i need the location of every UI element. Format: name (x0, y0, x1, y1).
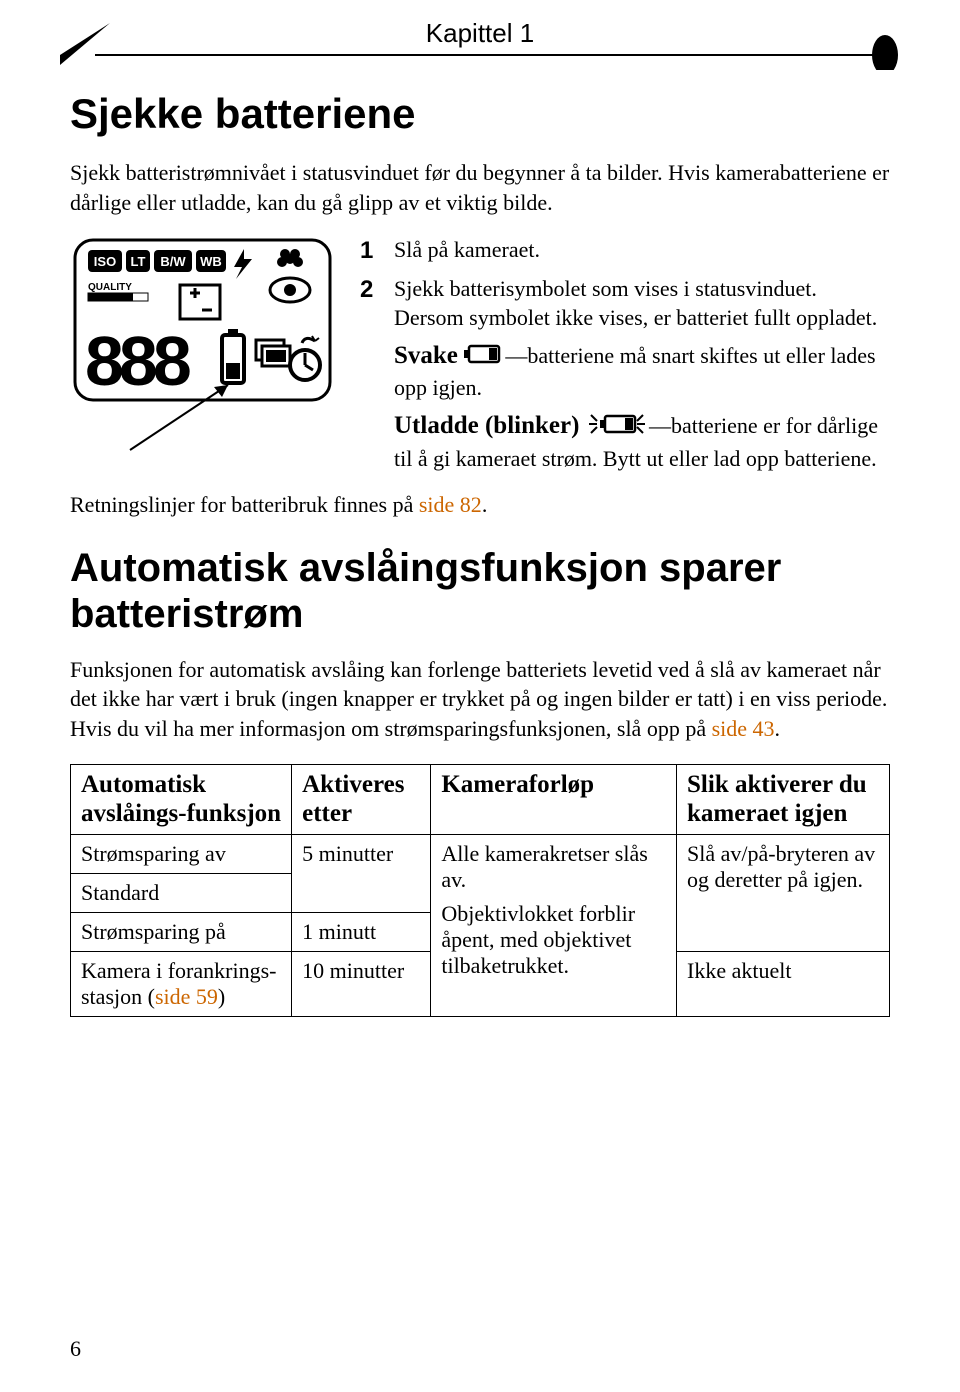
cell-mode-dock: Kamera i forankrings-stasjon (side 59) (71, 952, 292, 1017)
cell-mode-on: Strømsparing på (71, 913, 292, 952)
cell-behavior: Alle kamerakretser slås av. Objektivlokk… (431, 835, 677, 1017)
powerdown-paragraph: Funksjonen for automatisk avslåing kan f… (70, 655, 890, 744)
behavior-line1: Alle kamerakretser slås av. (441, 841, 666, 893)
step-2-intro: Sjekk batterisymbolet som vises i status… (394, 274, 890, 333)
intro-paragraph: Sjekk batteristrømnivået i statusvinduet… (70, 158, 890, 217)
step-1: 1 Slå på kameraet. (360, 235, 890, 267)
term-svake: Svake (394, 342, 458, 369)
cell-5min: 5 minutter (292, 835, 431, 913)
cell-reactivate-na: Ikke aktuelt (677, 952, 890, 1017)
link-side-82[interactable]: side 82 (419, 492, 482, 517)
svake-line: Svake —batteriene må snart skiftes ut el… (394, 339, 890, 402)
term-utladde: Utladde (blinker) (394, 412, 579, 439)
guidelines-pre: Retningslinjer for batteribruk finnes på (70, 492, 419, 517)
page-number: 6 (70, 1336, 81, 1362)
th-reactivate: Slik aktiverer du kameraet igjen (677, 764, 890, 835)
chapter-label: Kapittel 1 (0, 18, 960, 49)
svg-text:WB: WB (200, 254, 222, 269)
powerdown-table: Automatisk avslåings-funksjon Aktiveres … (70, 764, 890, 1018)
cell-mode-off: Strømsparing av (71, 835, 292, 874)
battery-low-icon (463, 343, 505, 373)
svg-text:ISO: ISO (94, 254, 116, 269)
battery-blink-icon (585, 411, 649, 445)
link-side-59[interactable]: side 59 (155, 984, 218, 1009)
heading-check-batteries: Sjekke batteriene (70, 90, 890, 138)
link-side-43[interactable]: side 43 (712, 716, 775, 741)
guidelines-post: . (482, 492, 488, 517)
guidelines-line: Retningslinjer for batteribruk finnes på… (70, 490, 890, 520)
cell-10min: 10 minutter (292, 952, 431, 1017)
step-1-number: 1 (360, 235, 384, 267)
table-row: Strømsparing av 5 minutter Alle kamerakr… (71, 835, 890, 874)
svg-text:LT: LT (131, 254, 146, 269)
step-2: 2 Sjekk batterisymbolet som vises i stat… (360, 274, 890, 474)
lcd-status-figure: ISO LT B/W WB QUALITY (70, 235, 335, 480)
svg-text:888: 888 (85, 322, 190, 400)
utladde-line: Utladde (blinker) (394, 409, 890, 474)
svg-text:QUALITY: QUALITY (88, 282, 132, 293)
cell-mode-standard: Standard (71, 874, 292, 913)
th-mode: Automatisk avslåings-funksjon (71, 764, 292, 835)
behavior-line2: Objektivlokket forblir åpent, med objekt… (441, 901, 666, 979)
step-1-text: Slå på kameraet. (394, 235, 890, 267)
cell-reactivate-switch: Slå av/på-bryteren av og deretter på igj… (677, 835, 890, 952)
heading-auto-powerdown: Automatisk avslåingsfunksjon sparer batt… (70, 545, 890, 637)
th-behavior: Kameraforløp (431, 764, 677, 835)
th-after: Aktiveres etter (292, 764, 431, 835)
dock-post: ) (218, 984, 225, 1009)
cell-1min: 1 minutt (292, 913, 431, 952)
svg-text:B/W: B/W (160, 254, 186, 269)
step-2-number: 2 (360, 274, 384, 474)
powerdown-post: . (775, 716, 781, 741)
